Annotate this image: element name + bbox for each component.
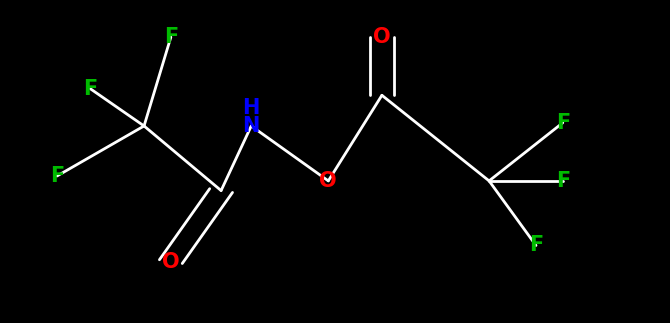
Text: O: O (320, 171, 337, 191)
Text: F: F (555, 113, 570, 133)
Text: O: O (162, 252, 180, 272)
Text: F: F (163, 27, 178, 47)
Text: F: F (555, 171, 570, 191)
Text: H: H (243, 98, 260, 118)
Text: F: F (83, 79, 98, 99)
Text: O: O (373, 27, 391, 47)
Text: N: N (243, 116, 260, 136)
Text: F: F (50, 166, 64, 186)
Text: F: F (529, 235, 543, 255)
